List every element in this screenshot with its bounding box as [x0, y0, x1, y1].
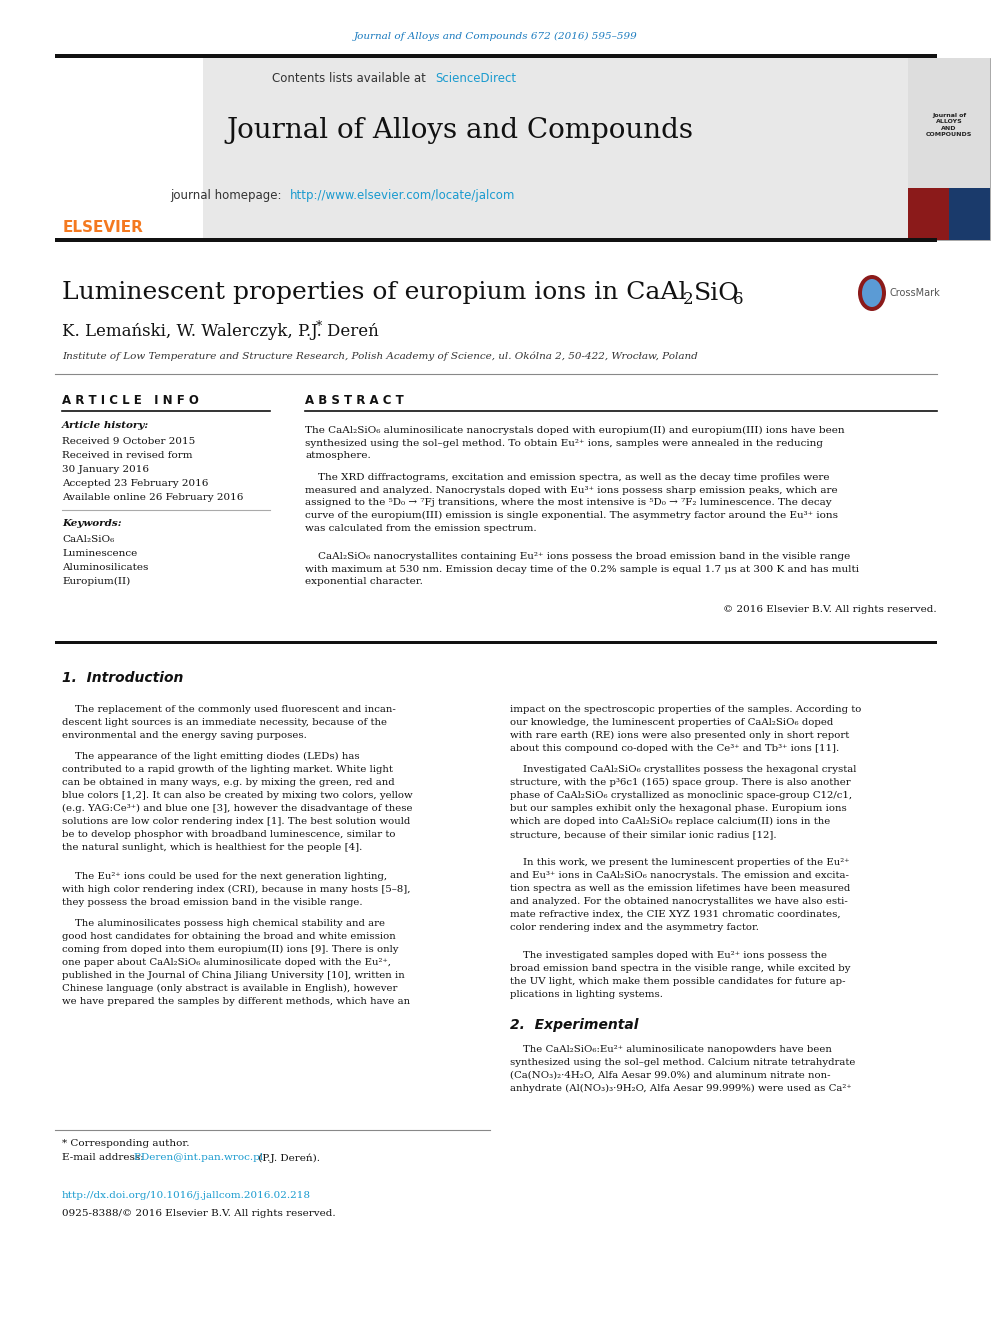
Bar: [908, 188, 949, 239]
Text: Luminescence: Luminescence: [62, 549, 137, 557]
Text: The aluminosilicates possess high chemical stability and are
good host candidate: The aluminosilicates possess high chemic…: [62, 919, 410, 1005]
Text: Article history:: Article history:: [62, 422, 149, 430]
Text: Investigated CaAl₂SiO₆ crystallites possess the hexagonal crystal
structure, wit: Investigated CaAl₂SiO₆ crystallites poss…: [510, 765, 856, 839]
Bar: [55, 238, 937, 242]
Text: Europium(II): Europium(II): [62, 577, 130, 586]
Bar: [55, 54, 937, 58]
Text: The appearance of the light emitting diodes (LEDs) has
contributed to a rapid gr: The appearance of the light emitting dio…: [62, 751, 413, 852]
Text: © 2016 Elsevier B.V. All rights reserved.: © 2016 Elsevier B.V. All rights reserved…: [723, 606, 937, 614]
Text: The CaAl₂SiO₆:Eu²⁺ aluminosilicate nanopowders have been
synthesized using the s: The CaAl₂SiO₆:Eu²⁺ aluminosilicate nanop…: [510, 1045, 855, 1093]
Text: Received 9 October 2015: Received 9 October 2015: [62, 437, 195, 446]
Ellipse shape: [858, 275, 886, 311]
Text: P.Deren@int.pan.wroc.pl: P.Deren@int.pan.wroc.pl: [133, 1154, 263, 1163]
Text: The replacement of the commonly used fluorescent and incan-
descent light source: The replacement of the commonly used flu…: [62, 705, 396, 740]
Text: Journal of Alloys and Compounds: Journal of Alloys and Compounds: [226, 116, 693, 143]
Text: Institute of Low Temperature and Structure Research, Polish Academy of Science, : Institute of Low Temperature and Structu…: [62, 351, 697, 361]
Text: Journal of
ALLOYS
AND
COMPOUNDS: Journal of ALLOYS AND COMPOUNDS: [926, 114, 972, 136]
Text: 30 January 2016: 30 January 2016: [62, 464, 149, 474]
Text: The Eu²⁺ ions could be used for the next generation lighting,
with high color re: The Eu²⁺ ions could be used for the next…: [62, 872, 411, 908]
Text: Luminescent properties of europium ions in CaAl: Luminescent properties of europium ions …: [62, 282, 686, 304]
Bar: [949, 188, 990, 239]
Text: ScienceDirect: ScienceDirect: [435, 71, 516, 85]
Text: 1.  Introduction: 1. Introduction: [62, 671, 184, 685]
Text: * Corresponding author.: * Corresponding author.: [62, 1139, 189, 1147]
Text: http://www.elsevier.com/locate/jalcom: http://www.elsevier.com/locate/jalcom: [290, 188, 516, 201]
Text: The XRD diffractograms, excitation and emission spectra, as well as the decay ti: The XRD diffractograms, excitation and e…: [305, 474, 838, 533]
Text: http://dx.doi.org/10.1016/j.jallcom.2016.02.218: http://dx.doi.org/10.1016/j.jallcom.2016…: [62, 1191, 311, 1200]
Text: Accepted 23 February 2016: Accepted 23 February 2016: [62, 479, 208, 487]
Text: Available online 26 February 2016: Available online 26 February 2016: [62, 492, 243, 501]
Text: In this work, we present the luminescent properties of the Eu²⁺
and Eu³⁺ ions in: In this work, we present the luminescent…: [510, 859, 850, 931]
Bar: [55, 642, 937, 644]
Bar: [908, 58, 990, 191]
Text: Contents lists available at: Contents lists available at: [273, 71, 430, 85]
Text: (P.J. Dereń).: (P.J. Dereń).: [255, 1154, 320, 1163]
Text: CaAl₂SiO₆: CaAl₂SiO₆: [62, 534, 114, 544]
Text: impact on the spectroscopic properties of the samples. According to
our knowledg: impact on the spectroscopic properties o…: [510, 705, 861, 753]
Text: K. Lemański, W. Walerczyk, P.J. Dereń: K. Lemański, W. Walerczyk, P.J. Dereń: [62, 324, 379, 340]
Text: *: *: [316, 320, 322, 333]
Text: 6: 6: [733, 291, 743, 307]
Bar: [908, 58, 990, 239]
Text: E-mail address:: E-mail address:: [62, 1154, 147, 1163]
Text: Aluminosilicates: Aluminosilicates: [62, 562, 149, 572]
Text: The CaAl₂SiO₆ aluminosilicate nanocrystals doped with europium(II) and europium(: The CaAl₂SiO₆ aluminosilicate nanocrysta…: [305, 426, 844, 460]
Text: journal homepage:: journal homepage:: [170, 188, 285, 201]
Text: The investigated samples doped with Eu²⁺ ions possess the
broad emission band sp: The investigated samples doped with Eu²⁺…: [510, 951, 850, 999]
Text: CrossMark: CrossMark: [890, 288, 940, 298]
Text: CaAl₂SiO₆ nanocrystallites containing Eu²⁺ ions possess the broad emission band : CaAl₂SiO₆ nanocrystallites containing Eu…: [305, 552, 859, 586]
Text: A B S T R A C T: A B S T R A C T: [305, 393, 404, 406]
Text: Received in revised form: Received in revised form: [62, 451, 192, 459]
Text: Journal of Alloys and Compounds 672 (2016) 595–599: Journal of Alloys and Compounds 672 (201…: [354, 32, 638, 41]
Text: 2.  Experimental: 2. Experimental: [510, 1017, 639, 1032]
Text: Keywords:: Keywords:: [62, 520, 122, 528]
Text: 0925-8388/© 2016 Elsevier B.V. All rights reserved.: 0925-8388/© 2016 Elsevier B.V. All right…: [62, 1208, 335, 1217]
Ellipse shape: [862, 279, 882, 307]
Text: ELSEVIER: ELSEVIER: [62, 220, 144, 234]
Bar: [55, 58, 925, 239]
Bar: [55, 58, 203, 239]
Text: A R T I C L E   I N F O: A R T I C L E I N F O: [62, 393, 198, 406]
Text: SiO: SiO: [694, 282, 740, 304]
Text: 2: 2: [683, 291, 693, 307]
